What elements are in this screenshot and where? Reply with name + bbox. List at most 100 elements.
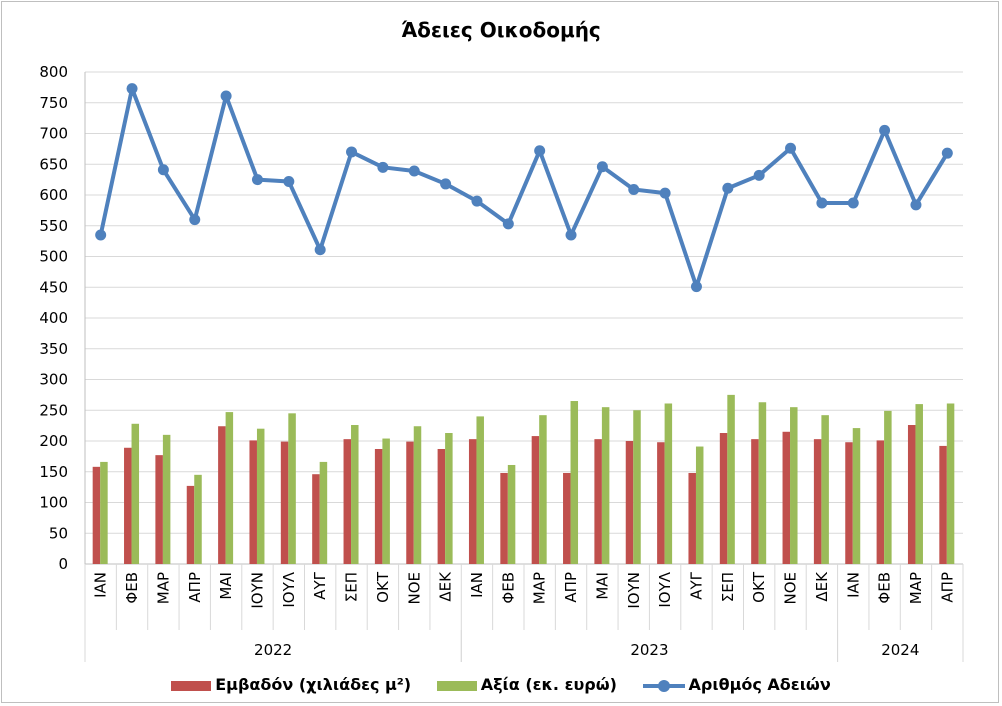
bar-value	[100, 461, 108, 564]
legend-swatch-permits	[642, 679, 685, 692]
bar-area	[406, 441, 414, 564]
y-tick-label: 700	[39, 125, 68, 143]
bar-area	[688, 472, 696, 564]
y-tick-label: 150	[39, 463, 68, 481]
bar-value	[319, 461, 328, 564]
x-tick-label: ΦΕΒ	[876, 572, 894, 604]
bar-value	[413, 426, 422, 564]
point-permits	[346, 146, 358, 158]
series-line-permits	[98, 86, 950, 289]
bar-area	[719, 433, 728, 564]
y-tick-label: 750	[39, 94, 68, 112]
bar-area	[563, 472, 571, 564]
point-permits	[816, 197, 828, 209]
bar-area	[186, 485, 195, 564]
x-tick-label: ΝΟΕ	[405, 572, 423, 605]
x-tick-label: ΙΟΥΛ	[280, 571, 298, 607]
bar-area	[249, 440, 257, 564]
bar-area	[374, 448, 383, 564]
x-tick-label: ΜΑΡ	[531, 572, 549, 604]
point-permits	[314, 244, 326, 256]
x-tick-label: ΟΚΤ	[750, 571, 768, 603]
bar-value	[664, 403, 673, 564]
bar-value	[946, 403, 955, 564]
bar-value	[695, 446, 704, 564]
bar-area	[531, 436, 540, 564]
x-tick-label: ΑΠΡ	[562, 572, 580, 603]
legend-swatch-value	[436, 680, 477, 691]
point-permits	[220, 90, 232, 102]
x-tick-label: ΦΕΒ	[499, 572, 517, 604]
year-label: 2024	[881, 641, 919, 659]
year-label: 2023	[630, 641, 668, 659]
bar-area	[782, 431, 791, 564]
y-tick-label: 500	[39, 248, 68, 266]
bar-area	[218, 426, 226, 564]
bar-area	[468, 439, 477, 564]
point-permits	[408, 165, 420, 177]
legend-item-value: Αξία (εκ. ευρώ)	[436, 675, 617, 694]
x-tick-label: ΑΠΡ	[938, 572, 956, 603]
bar-area	[845, 442, 853, 564]
legend-label-value: Αξία (εκ. ευρώ)	[480, 675, 617, 694]
bar-value	[476, 416, 484, 564]
point-permits	[565, 229, 577, 241]
point-permits	[753, 169, 765, 181]
bar-value	[225, 412, 234, 564]
y-tick-label: 650	[39, 155, 68, 173]
y-tick-label: 800	[39, 63, 68, 81]
point-permits	[377, 161, 389, 173]
point-permits	[471, 195, 483, 207]
bar-area	[155, 455, 163, 564]
bar-value	[351, 425, 359, 564]
point-permits	[95, 229, 107, 241]
bar-area	[657, 442, 665, 564]
bar-value	[633, 410, 641, 564]
bar-value	[445, 433, 453, 564]
bar-area	[437, 448, 446, 564]
x-tick-label: ΙΑΝ	[844, 572, 862, 598]
y-tick-label: 200	[39, 432, 68, 450]
point-permits	[910, 199, 922, 211]
point-permits	[879, 124, 891, 136]
bar-value	[601, 407, 610, 564]
point-permits	[847, 197, 859, 209]
bar-area	[751, 439, 759, 564]
x-tick-label: ΙΟΥΝ	[625, 572, 643, 609]
legend-swatch-area	[171, 680, 212, 691]
x-tick-label: ΜΑΙ	[217, 572, 235, 600]
bar-area	[280, 441, 289, 564]
bar-value	[758, 402, 767, 564]
y-tick-label: 450	[39, 278, 68, 296]
y-tick-label: 600	[39, 186, 68, 204]
bar-value	[162, 434, 171, 564]
x-tick-label: ΜΑΡ	[154, 572, 172, 604]
bar-area	[907, 425, 916, 564]
bar-value	[539, 415, 547, 564]
x-tick-label: ΑΥΓ	[311, 571, 329, 599]
bar-area	[939, 445, 947, 564]
bar-value	[382, 438, 390, 564]
bar-area	[500, 472, 508, 564]
legend-label-area: Εμβαδόν (χιλιάδες μ²)	[215, 675, 412, 694]
point-permits	[534, 145, 546, 157]
x-tick-label: ΔΕΚ	[813, 571, 831, 602]
y-tick-label: 550	[39, 217, 68, 235]
y-tick-label: 250	[39, 401, 68, 419]
x-tick-label: ΜΑΡ	[907, 572, 925, 604]
bar-area	[625, 441, 634, 564]
point-permits	[690, 281, 702, 293]
bar-area	[343, 439, 352, 564]
x-tick-label: ΙΟΥΝ	[248, 572, 266, 609]
legend: Εμβαδόν (χιλιάδες μ²) Αξία (εκ. ευρώ) Αρ…	[0, 674, 1002, 694]
x-tick-label: ΣΕΠ	[343, 572, 361, 602]
bar-value	[570, 401, 579, 564]
point-permits	[251, 174, 263, 186]
point-permits	[283, 175, 295, 187]
bar-area	[92, 466, 101, 564]
point-permits	[189, 214, 201, 226]
x-tick-label: ΣΕΠ	[719, 572, 737, 602]
point-permits	[722, 182, 734, 194]
legend-label-permits: Αριθμός Αδειών	[688, 675, 831, 694]
y-tick-label: 300	[39, 371, 68, 389]
